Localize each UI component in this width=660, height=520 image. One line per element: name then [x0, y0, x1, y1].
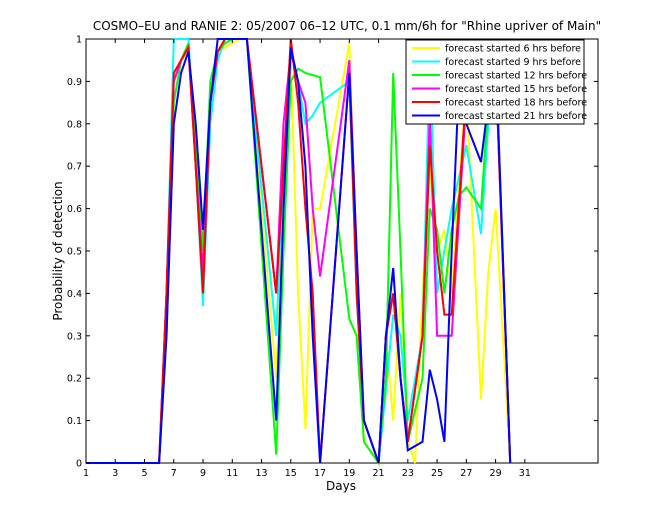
- x-tick-label: 31: [519, 468, 531, 479]
- legend-label-5: forecast started 18 hrs before: [445, 98, 587, 109]
- x-tick-label: 5: [141, 468, 147, 479]
- x-tick-label: 17: [314, 468, 326, 479]
- x-tick-label: 3: [112, 468, 118, 479]
- x-tick-label: 27: [460, 468, 472, 479]
- x-tick-label: 19: [343, 468, 355, 479]
- x-tick-label: 15: [285, 468, 297, 479]
- x-tick-label: 23: [402, 468, 414, 479]
- legend-label-4: forecast started 15 hrs before: [445, 84, 587, 95]
- series-line-5: [86, 38, 512, 464]
- x-tick-label: 29: [490, 468, 502, 479]
- x-tick-label: 25: [431, 468, 443, 479]
- series-line-3: [86, 38, 512, 466]
- x-tick-label: 7: [171, 468, 177, 479]
- legend-label-6: forecast started 21 hrs before: [445, 111, 587, 122]
- y-tick-label: 0.3: [67, 331, 82, 342]
- y-tick-label: 0.9: [67, 77, 82, 88]
- tick-layer: 1 3 5 7 9 11 13 15 17 19 21 23 25 27 29 3100.10.20.30.4…: [67, 35, 598, 479]
- legend-box: [405, 39, 585, 125]
- y-tick-label: 0.5: [67, 247, 82, 258]
- y-tick-label: 0.7: [67, 162, 82, 173]
- y-tick-label: 0.6: [67, 204, 82, 215]
- legend: forecast started 6 hrs before forecast st…: [405, 39, 587, 125]
- y-tick-label: 0: [76, 459, 82, 470]
- x-tick-label: 1: [83, 468, 89, 479]
- x-tick-label: 9: [200, 468, 206, 479]
- x-tick-label: 13: [255, 468, 267, 479]
- y-tick-label: 0.1: [67, 416, 82, 427]
- y-tick-label: 0.8: [67, 119, 82, 130]
- y-axis-label: Probability of detection: [51, 181, 65, 320]
- legend-label-1: forecast started 6 hrs before: [445, 44, 581, 55]
- x-tick-label: 21: [373, 468, 385, 479]
- x-tick-label: 11: [226, 468, 238, 479]
- x-axis-label: Days: [326, 479, 356, 493]
- y-tick-label: 1: [76, 35, 82, 46]
- legend-label-3: forecast started 12 hrs before: [445, 71, 587, 82]
- legend-label-2: forecast started 9 hrs before: [445, 57, 581, 68]
- chart-title: COSMO–EU and RANIE 2: 05/2007 06–12 UTC,…: [93, 19, 601, 33]
- y-tick-label: 0.4: [67, 289, 82, 300]
- y-tick-label: 0.2: [67, 374, 82, 385]
